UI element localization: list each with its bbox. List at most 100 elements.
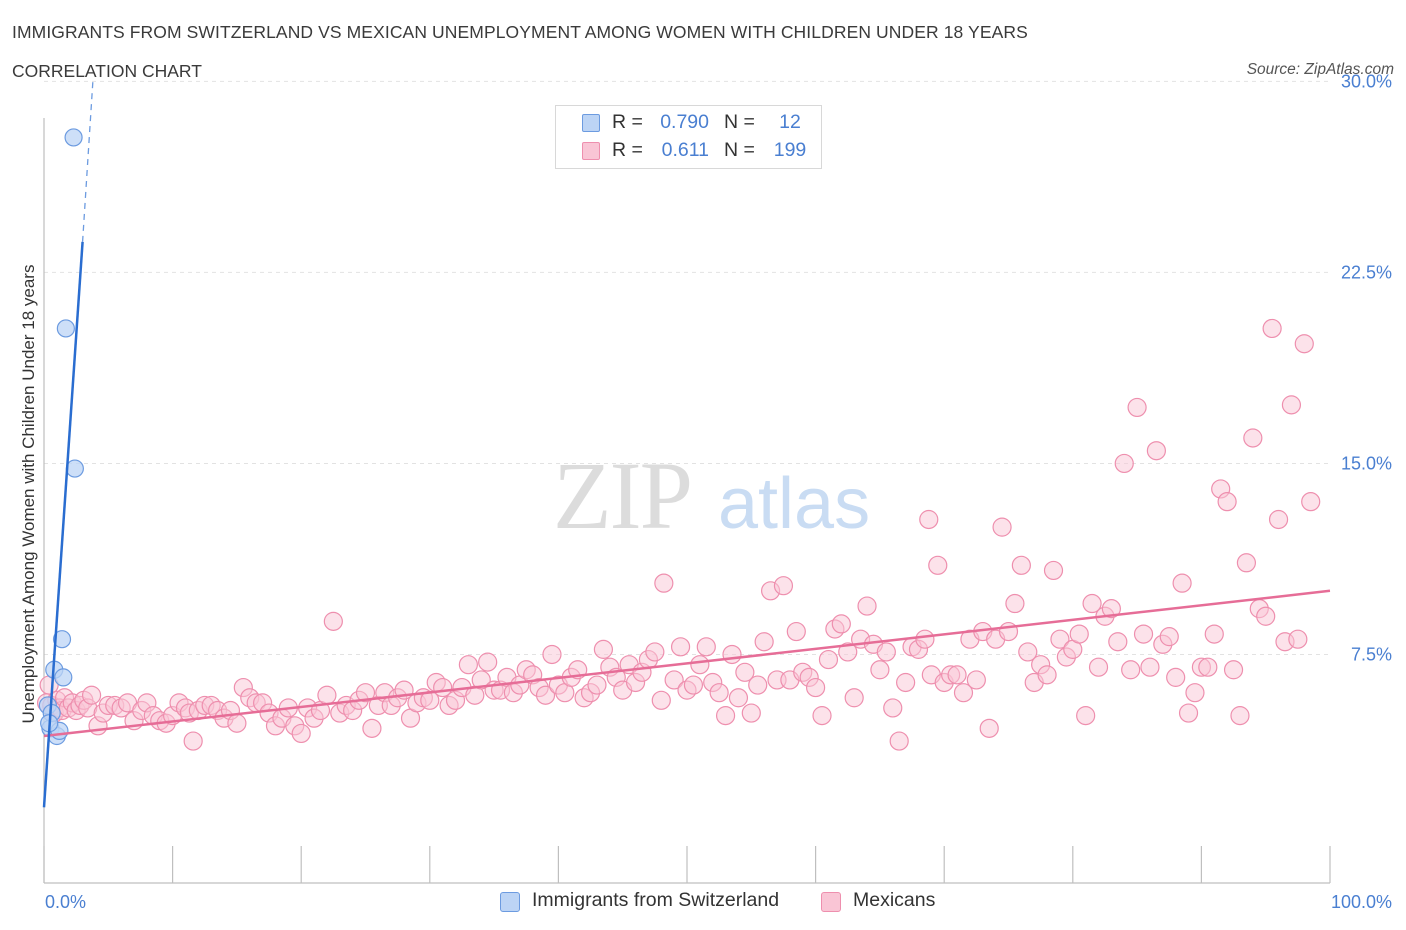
mexicans-point (291, 723, 311, 744)
mexicans-point (664, 670, 684, 690)
x-tick-label: 100.0% (1331, 892, 1392, 912)
switzerland-point (64, 128, 83, 147)
mexicans-point (1294, 334, 1314, 354)
mexicans-point (1114, 453, 1134, 474)
mexicans-point (709, 683, 729, 703)
mexicans-point (1050, 629, 1070, 649)
chart-source: Source: ZipAtlas.com (1246, 61, 1394, 78)
mexicans-point (741, 703, 761, 723)
mexicans-point (1230, 706, 1250, 726)
mexicans-point (915, 629, 935, 649)
mexicans-point (844, 688, 864, 708)
mexicans-point (728, 688, 749, 708)
mexicans-point (1101, 599, 1121, 619)
mexicans-point (587, 675, 607, 695)
mexicans-point (535, 685, 556, 705)
mexicans-point (651, 690, 671, 710)
watermark: ZIP atlas (553, 442, 870, 549)
mexicans-point (919, 509, 939, 530)
legend-r-value: 0.790 (660, 111, 709, 133)
mexicans-point (645, 642, 665, 662)
mexicans-point (1088, 657, 1109, 677)
mexicans-point (696, 637, 716, 657)
mexicans-point (1005, 593, 1025, 614)
watermark-zip: ZIP (553, 442, 691, 549)
mexicans-point (355, 683, 376, 703)
legend-r-value: 0.611 (661, 139, 709, 161)
mexicans-point (1121, 660, 1141, 680)
mexicans-point (1011, 555, 1031, 575)
mexicans-point (183, 731, 203, 751)
mexicans-point (81, 685, 102, 705)
mexicans-point (1146, 441, 1166, 461)
mexicans-point (857, 596, 877, 616)
switzerland-point (65, 459, 84, 478)
mexicans-point (690, 655, 710, 675)
chart-subtitle: CORRELATION CHART (12, 61, 202, 81)
mexicans-point (896, 672, 916, 693)
mexicans-point (1204, 624, 1224, 644)
chart-title: IMMIGRANTS FROM SWITZERLAND VS MEXICAN U… (12, 22, 1028, 42)
mexicans-point (1082, 593, 1102, 614)
mexicans-point (818, 649, 839, 670)
switzerland-point (52, 630, 72, 649)
y-tick-labels: 7.5% 15.0% 22.5% 30.0% (1341, 71, 1392, 664)
legend-n-value: 199 (773, 139, 807, 161)
mexicans-point (593, 639, 614, 659)
mexicans-point (1281, 395, 1302, 415)
mexicans-point (1133, 624, 1154, 644)
mexicans-point (1043, 560, 1064, 581)
mexicans-point (722, 644, 742, 665)
legend-n-label: N = (724, 111, 755, 133)
switzerland-trend-line (42, 241, 84, 808)
mexicans-point (1301, 492, 1321, 512)
mexicans-point (883, 698, 903, 718)
mexicans-point (1217, 492, 1237, 512)
x-tick-labels: 0.0% 100.0% (45, 892, 1392, 912)
mexicans-point (1198, 657, 1218, 677)
mexicans-point (323, 611, 343, 631)
mexicans-point (715, 706, 736, 726)
y-tick-label: 7.5% (1351, 644, 1392, 664)
mexicans-point (1069, 624, 1089, 644)
mexicans-point (362, 718, 382, 738)
legend-swatch-mexicans (582, 142, 600, 160)
switzerland-points (38, 128, 84, 746)
mexicans-point (227, 713, 247, 733)
mexicans-point (1236, 553, 1257, 573)
bottom-legend-swatch-mexicans (821, 892, 841, 912)
mexicans-point (748, 675, 768, 695)
mexicans-point (1256, 606, 1276, 626)
mexicans-trend-line (43, 589, 1331, 738)
y-tick-label: 15.0% (1341, 453, 1392, 473)
trend-lines (42, 81, 1331, 808)
watermark-atlas: atlas (718, 464, 870, 544)
mexicans-point (754, 632, 774, 652)
mexicans-point (786, 621, 806, 642)
mexicans-point (966, 670, 986, 690)
axes (43, 118, 1331, 884)
mexicans-point (947, 665, 967, 685)
mexicans-point (1076, 706, 1096, 726)
bottom-legend-label-switzerland: Immigrants from Switzerland (532, 889, 780, 911)
mexicans-point (953, 683, 974, 703)
mexicans-point (1159, 627, 1179, 647)
bottom-legend-label-mexicans: Mexicans (853, 889, 936, 911)
mexicans-point (1178, 703, 1199, 723)
mexicans-point (735, 662, 755, 682)
mexicans-point (1223, 660, 1244, 680)
mexicans-point (838, 642, 858, 662)
legend-r-label: R = (612, 111, 643, 133)
mexicans-point (1140, 657, 1160, 677)
mexicans-point (1268, 509, 1289, 530)
mexicans-point (1108, 632, 1128, 652)
mexicans-point (831, 614, 851, 634)
mexicans-point (683, 675, 704, 695)
mexicans-point (928, 555, 948, 575)
y-tick-label: 22.5% (1341, 262, 1392, 282)
mexicans-point (1172, 573, 1192, 593)
x-tick-label: 0.0% (45, 892, 86, 912)
switzerland-trend-extension (81, 81, 94, 242)
mexicans-point (773, 576, 794, 596)
